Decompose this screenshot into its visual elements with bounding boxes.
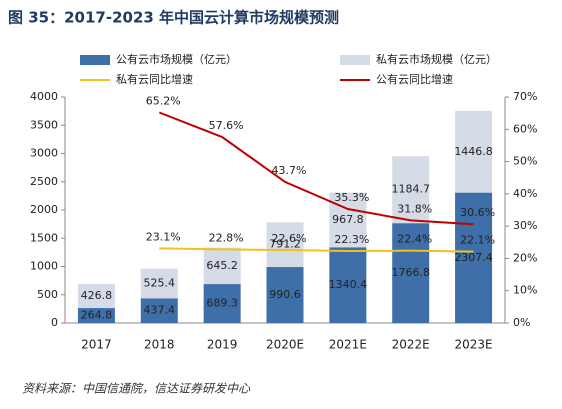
bar: [77, 308, 115, 323]
bar: [392, 156, 430, 224]
bar: [392, 223, 430, 323]
bar-value-label: 264.8: [81, 309, 113, 322]
y-tick-label: 3000: [30, 147, 58, 160]
y2-tick-label: 10%: [513, 284, 537, 297]
y-tick-label: 4000: [30, 90, 58, 103]
bar-value-label: 426.8: [81, 289, 113, 302]
line-value-label: 31.8%: [397, 202, 432, 215]
bar-value-label: 437.4: [144, 304, 176, 317]
x-tick-label: 2023E: [455, 338, 493, 352]
legend-label: 私有云同比增速: [116, 72, 193, 86]
bar: [140, 298, 178, 323]
bar-value-label: 525.4: [144, 276, 176, 289]
line: [158, 111, 474, 226]
line-value-label: 23.1%: [146, 230, 181, 243]
bar-value-label: 967.8: [332, 213, 364, 226]
source-note: 资料来源：中国信通院，信达证券研发中心: [22, 382, 251, 396]
y-tick-label: 0: [51, 316, 58, 329]
y-tick-label: 2500: [30, 175, 58, 188]
bar-value-label: 2307.4: [454, 251, 493, 264]
y-tick-label: 500: [37, 288, 58, 301]
line-value-label: 22.1%: [460, 234, 495, 247]
legend-label: 公有云市场规模（亿元）: [116, 52, 237, 66]
bar-value-label: 791.2: [269, 238, 301, 251]
line-value-label: 22.3%: [334, 233, 369, 246]
x-tick-label: 2020E: [266, 338, 304, 352]
bar: [455, 110, 493, 193]
line-value-label: 22.6%: [272, 232, 307, 245]
x-tick-label: 2021E: [329, 338, 367, 352]
y2-tick-label: 0%: [513, 316, 530, 329]
chart-title: 图 35：2017-2023 年中国云计算市场规模预测: [8, 9, 339, 27]
y2-tick-label: 20%: [513, 251, 537, 264]
y-tick-label: 1500: [30, 231, 58, 244]
y2-tick-label: 60%: [513, 122, 537, 135]
y2-tick-label: 30%: [513, 219, 537, 232]
bar: [77, 283, 115, 309]
line-value-label: 65.2%: [146, 94, 181, 107]
y2-tick-label: 50%: [513, 155, 537, 168]
x-tick-label: 2018: [144, 338, 175, 352]
line-value-label: 35.3%: [334, 191, 369, 204]
legend-swatch: [340, 55, 370, 65]
legend-swatch: [80, 55, 110, 65]
bar: [329, 192, 367, 248]
x-tick-label: 2017: [81, 338, 112, 352]
y2-tick-label: 40%: [513, 187, 537, 200]
bar-value-label: 1184.7: [391, 183, 430, 196]
bar: [266, 267, 304, 323]
y-tick-label: 2000: [30, 203, 58, 216]
line: [159, 247, 474, 253]
bar: [329, 247, 367, 323]
bar: [455, 192, 493, 323]
line-value-label: 57.6%: [209, 119, 244, 132]
legend-label: 公有云同比增速: [376, 72, 453, 86]
line-value-label: 43.7%: [272, 164, 307, 177]
bar-value-label: 1446.8: [454, 145, 493, 158]
bar-value-label: 645.2: [206, 259, 238, 272]
x-tick-label: 2019: [207, 338, 238, 352]
bar-value-label: 689.3: [206, 297, 238, 310]
bar-value-label: 1340.4: [329, 278, 368, 291]
line-value-label: 22.4%: [397, 233, 432, 246]
bar: [203, 284, 241, 323]
bar: [266, 222, 304, 268]
bar-value-label: 1766.8: [391, 266, 430, 279]
line-value-label: 30.6%: [460, 206, 495, 219]
bar-value-label: 990.6: [269, 288, 301, 301]
legend-label: 私有云市场规模（亿元）: [376, 52, 497, 66]
x-tick-label: 2022E: [392, 338, 430, 352]
y-tick-label: 3500: [30, 118, 58, 131]
y2-tick-label: 70%: [513, 90, 537, 103]
bar: [203, 247, 241, 285]
line-value-label: 22.8%: [209, 231, 244, 244]
y-tick-label: 1000: [30, 260, 58, 273]
bar: [140, 268, 178, 299]
